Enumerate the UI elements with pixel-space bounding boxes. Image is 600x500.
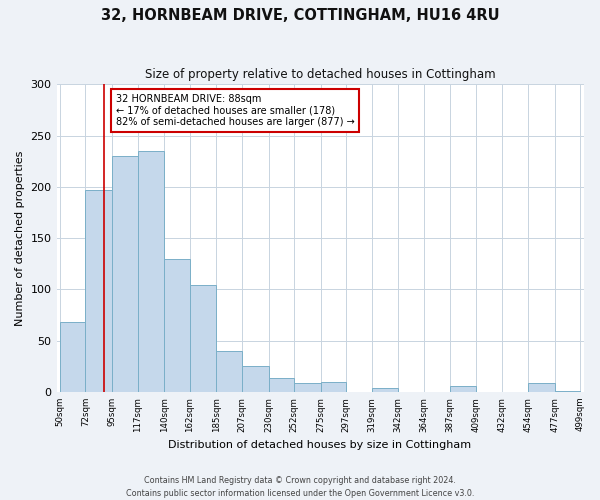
Bar bbox=[85, 190, 112, 392]
Title: Size of property relative to detached houses in Cottingham: Size of property relative to detached ho… bbox=[145, 68, 496, 80]
Y-axis label: Number of detached properties: Number of detached properties bbox=[15, 150, 25, 326]
Text: Contains HM Land Registry data © Crown copyright and database right 2024.
Contai: Contains HM Land Registry data © Crown c… bbox=[126, 476, 474, 498]
Bar bbox=[164, 258, 190, 392]
Bar bbox=[112, 156, 137, 392]
Bar bbox=[217, 351, 242, 392]
Text: 32 HORNBEAM DRIVE: 88sqm
← 17% of detached houses are smaller (178)
82% of semi-: 32 HORNBEAM DRIVE: 88sqm ← 17% of detach… bbox=[116, 94, 355, 127]
Bar bbox=[269, 378, 294, 392]
Bar bbox=[451, 386, 476, 392]
Bar bbox=[294, 382, 320, 392]
Bar bbox=[320, 382, 346, 392]
Bar bbox=[528, 382, 554, 392]
Bar bbox=[554, 391, 580, 392]
Bar bbox=[60, 322, 85, 392]
Text: 32, HORNBEAM DRIVE, COTTINGHAM, HU16 4RU: 32, HORNBEAM DRIVE, COTTINGHAM, HU16 4RU bbox=[101, 8, 499, 22]
Bar bbox=[190, 286, 217, 392]
X-axis label: Distribution of detached houses by size in Cottingham: Distribution of detached houses by size … bbox=[169, 440, 472, 450]
Bar bbox=[242, 366, 269, 392]
Bar bbox=[137, 151, 164, 392]
Bar bbox=[371, 388, 398, 392]
